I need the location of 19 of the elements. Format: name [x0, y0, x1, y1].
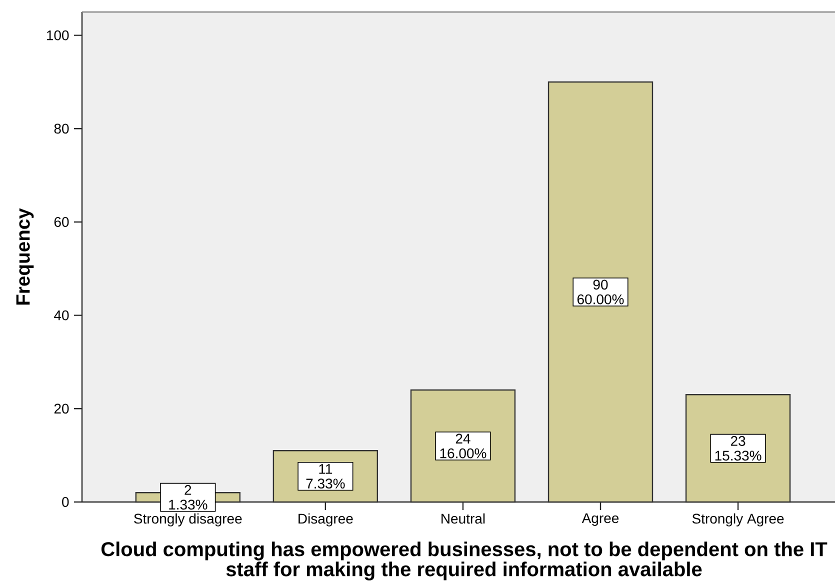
y-tick-label: 100	[47, 30, 69, 40]
y-tick-label: 0	[62, 497, 69, 507]
data-label: 23 15.33%	[715, 436, 762, 461]
data-label: 11 7.33%	[306, 464, 345, 489]
data-label: 24 16.00%	[440, 434, 486, 458]
x-tick-label: Disagree	[298, 513, 353, 526]
bar	[548, 81, 654, 503]
data-label: 2 1.33%	[169, 485, 208, 510]
y-tick-label: 60	[54, 217, 69, 227]
x-axis-title: Cloud computing has empowered businesses, not to be dependent on the IT staff for making the required information available	[101, 542, 828, 580]
y-tick-label: 20	[54, 404, 69, 414]
y-axis-title: Frequency	[16, 208, 34, 305]
x-tick-label: Strongly Agree	[692, 513, 784, 526]
x-tick-label: Strongly disagree	[134, 513, 242, 526]
data-label: 90 60.00%	[577, 280, 624, 304]
x-tick-label: Agree	[582, 513, 619, 526]
y-tick-label: 40	[54, 310, 69, 320]
x-tick-label: Neutral	[442, 513, 485, 524]
y-tick-label: 80	[54, 124, 69, 134]
